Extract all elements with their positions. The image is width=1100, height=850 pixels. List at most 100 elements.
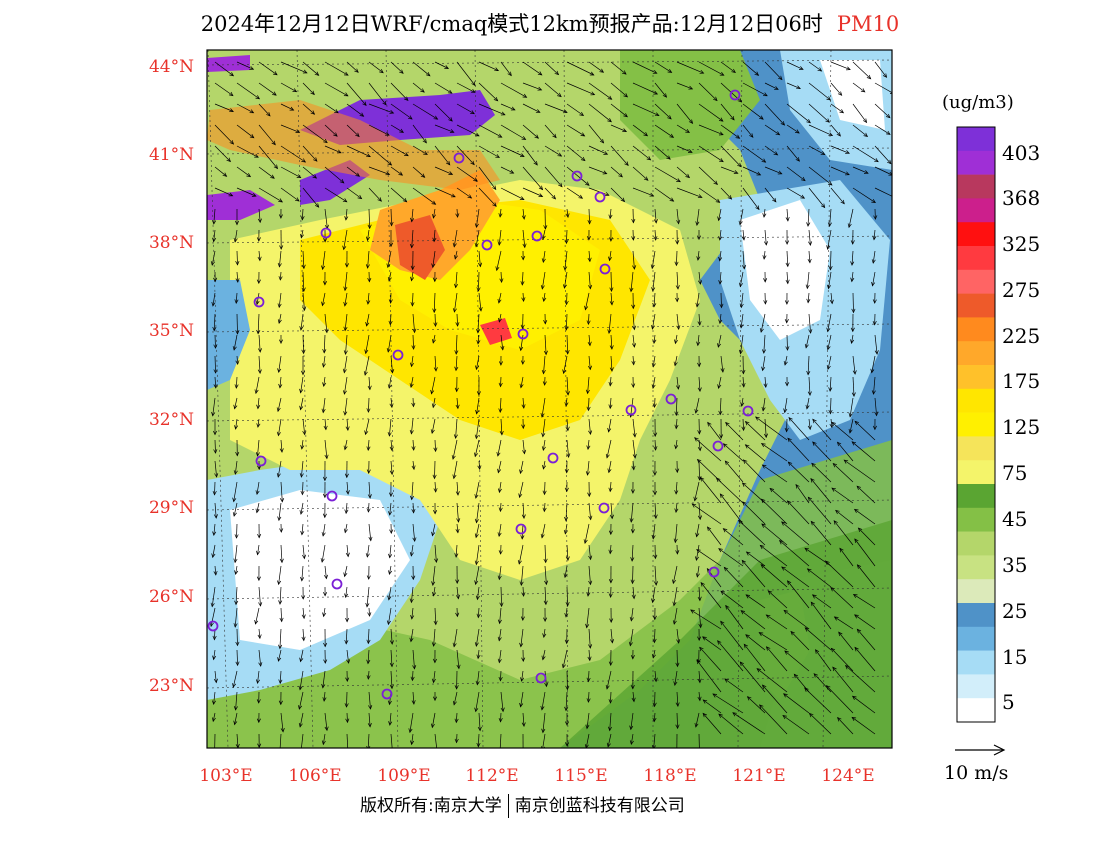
wind-vector-head	[255, 451, 260, 457]
wind-vector-head	[564, 300, 569, 306]
wind-vector	[323, 334, 326, 353]
wind-vector-head	[607, 329, 612, 335]
wind-vector-head	[474, 223, 479, 229]
wind-vector-head	[643, 176, 649, 181]
wind-vector	[258, 145, 278, 169]
wind-vector	[566, 145, 586, 161]
wind-vector-head	[256, 279, 261, 284]
wind-vector-head	[343, 71, 349, 76]
wind-vector	[807, 355, 810, 375]
wind-vector-head	[850, 261, 855, 266]
wind-vector-head	[276, 431, 281, 437]
wind-vector-head	[235, 641, 240, 647]
wind-vector	[500, 586, 502, 607]
wind-vector-head	[724, 678, 729, 683]
wind-vector-head	[470, 88, 476, 93]
wind-vector-head	[455, 404, 460, 410]
wind-vector	[344, 523, 348, 533]
wind-vector	[610, 628, 613, 643]
wind-vector	[718, 548, 744, 567]
wind-vector	[742, 418, 744, 431]
wind-vector-head	[872, 425, 878, 431]
coastal-green	[560, 520, 892, 748]
wind-vector	[652, 376, 656, 389]
wind-vector-head	[333, 132, 338, 137]
wind-vector	[723, 443, 744, 462]
wind-vector-head	[844, 664, 850, 670]
wind-vector	[258, 334, 261, 353]
wind-vector	[783, 693, 810, 714]
wind-vector-head	[585, 181, 590, 186]
wind-vector-head	[719, 303, 724, 309]
wind-vector	[762, 464, 788, 483]
wind-vector-head	[519, 469, 524, 475]
wind-vector-head	[830, 586, 835, 592]
wind-vector	[674, 670, 678, 686]
wind-vector	[412, 103, 438, 120]
wind-vector-head	[713, 96, 718, 102]
wind-vector-head	[517, 560, 522, 565]
wind-vector-head	[618, 173, 623, 178]
wind-vector	[345, 502, 348, 514]
wind-vector	[653, 334, 656, 344]
wind-vector-head	[507, 71, 512, 77]
wind-vector	[718, 376, 722, 389]
wind-vector	[784, 650, 810, 672]
wind-vector-head	[761, 349, 767, 354]
wind-vector-head	[652, 471, 657, 476]
wind-vector	[387, 334, 392, 353]
footer-divider	[507, 794, 509, 818]
wind-vector	[456, 208, 458, 218]
wind-vector	[762, 397, 766, 411]
wind-vector-head	[366, 300, 371, 305]
wind-vector	[280, 187, 300, 202]
wind-vector-head	[521, 722, 526, 728]
wind-vector-head	[520, 535, 525, 540]
wind-vector-head	[321, 363, 326, 368]
wind-vector	[675, 334, 678, 344]
wind-vector	[411, 481, 414, 500]
city-marker	[625, 404, 637, 416]
wind-vector	[280, 145, 306, 163]
wind-vector-head	[632, 325, 637, 331]
wind-vector-head	[323, 138, 328, 144]
wind-vector	[812, 419, 832, 441]
wind-vector-head	[249, 134, 255, 139]
wind-vector	[826, 685, 854, 714]
wind-vector	[496, 250, 502, 271]
wind-vector-head	[210, 261, 215, 266]
wind-vector	[849, 418, 854, 433]
wind-vector	[566, 586, 569, 606]
wind-vector	[632, 250, 635, 270]
city-marker	[392, 349, 404, 361]
wind-vector-head	[813, 673, 818, 678]
wind-vector-head	[787, 461, 793, 466]
wind-vector-head	[745, 551, 751, 556]
wind-vector	[830, 82, 842, 96]
wind-vector-head	[795, 483, 800, 489]
wind-vector	[498, 565, 502, 580]
wind-vector-head	[478, 306, 483, 312]
wind-vector-head	[848, 412, 853, 418]
wind-vector-head	[476, 391, 481, 396]
wind-vector	[854, 614, 876, 630]
wind-vector	[698, 460, 700, 480]
wind-vector-head	[807, 391, 812, 397]
wind-vector	[654, 670, 657, 682]
wind-vector-head	[786, 500, 792, 505]
wind-vector-head	[784, 300, 789, 305]
wind-vector	[565, 607, 568, 617]
wind-vector-head	[256, 237, 261, 242]
wind-vector-head	[366, 153, 371, 158]
wind-vector	[234, 460, 238, 475]
wind-vector-head	[698, 623, 703, 629]
wind-vector-head	[760, 564, 765, 569]
wind-vector	[694, 481, 700, 501]
wind-vector-head	[674, 261, 679, 267]
wind-vector-head	[697, 678, 702, 684]
wind-vector-head	[379, 69, 384, 74]
wind-vector-head	[697, 321, 702, 326]
wind-vector-head	[321, 301, 326, 307]
wind-vector	[786, 145, 800, 162]
wind-vector-head	[840, 199, 845, 205]
